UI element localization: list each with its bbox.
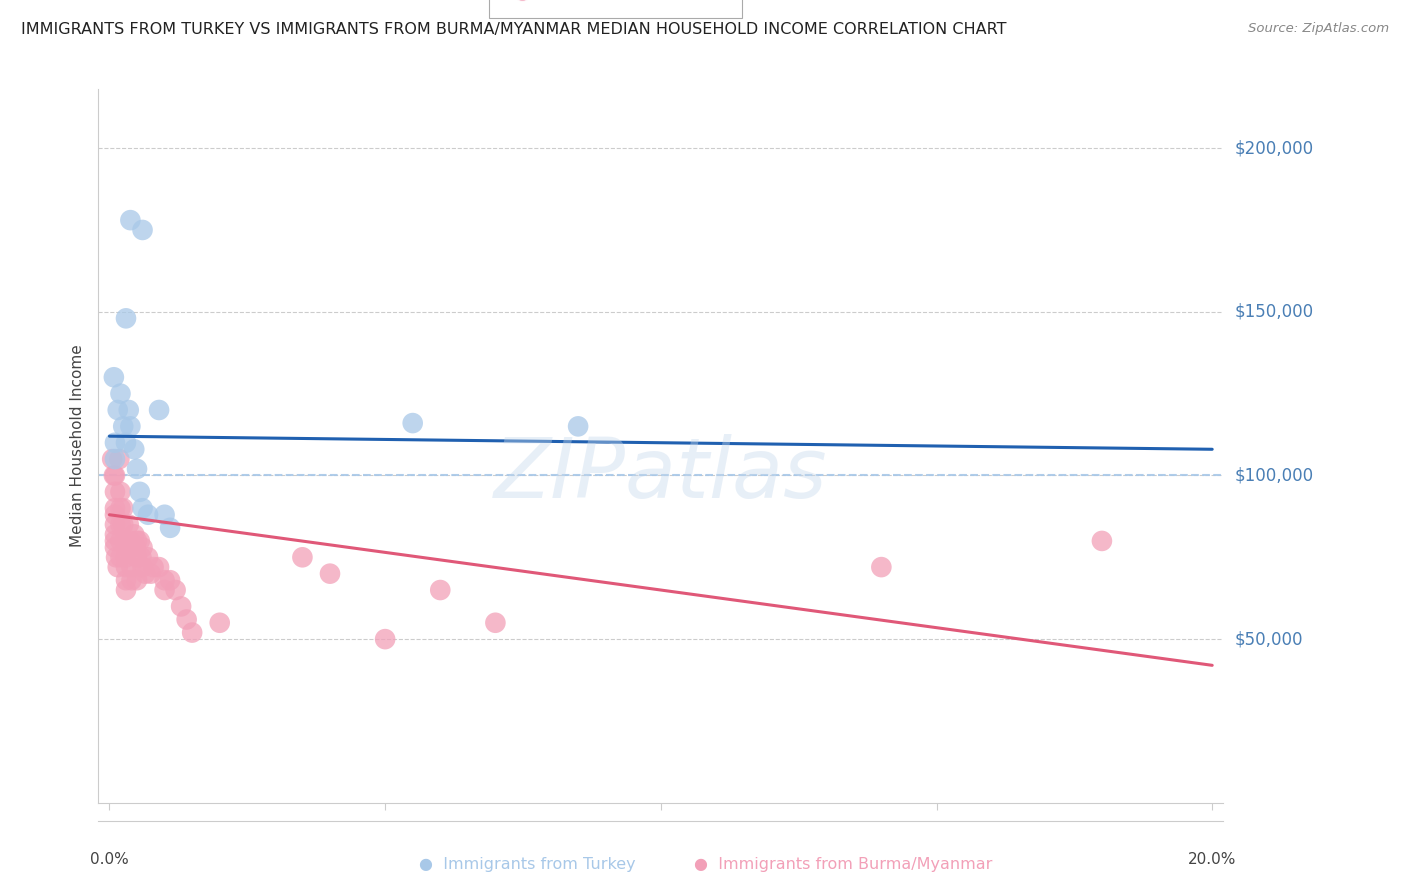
Point xyxy=(115,573,138,587)
Text: $150,000: $150,000 xyxy=(1234,302,1313,321)
Point xyxy=(115,311,138,326)
Point xyxy=(131,223,153,237)
Text: ZIPatlas: ZIPatlas xyxy=(494,434,828,515)
Point xyxy=(128,533,150,548)
Point xyxy=(159,521,181,535)
Point xyxy=(112,501,135,516)
Point xyxy=(170,599,193,614)
Point xyxy=(118,517,141,532)
Point xyxy=(122,442,145,457)
Point xyxy=(153,508,176,522)
Point xyxy=(181,625,204,640)
Point xyxy=(319,566,342,581)
Point xyxy=(112,517,135,532)
Point xyxy=(125,573,148,587)
Point xyxy=(122,527,145,541)
Text: Source: ZipAtlas.com: Source: ZipAtlas.com xyxy=(1249,22,1389,36)
Point xyxy=(110,550,132,565)
Point xyxy=(870,560,893,574)
Point xyxy=(208,615,231,630)
Point xyxy=(107,403,129,417)
Point xyxy=(125,541,148,555)
Point xyxy=(112,419,135,434)
Point xyxy=(128,484,150,499)
Text: IMMIGRANTS FROM TURKEY VS IMMIGRANTS FROM BURMA/MYANMAR MEDIAN HOUSEHOLD INCOME : IMMIGRANTS FROM TURKEY VS IMMIGRANTS FRO… xyxy=(21,22,1007,37)
Text: ●  Immigrants from Burma/Myanmar: ● Immigrants from Burma/Myanmar xyxy=(695,857,993,872)
Point xyxy=(125,550,148,565)
Point xyxy=(104,468,127,483)
Point xyxy=(429,582,451,597)
Point xyxy=(104,452,127,467)
Point xyxy=(148,560,170,574)
Point xyxy=(118,403,141,417)
Point xyxy=(104,533,127,548)
Text: $200,000: $200,000 xyxy=(1234,139,1313,157)
Point xyxy=(374,632,396,647)
Point xyxy=(148,403,170,417)
Point xyxy=(104,541,127,555)
Point xyxy=(104,484,127,499)
Point xyxy=(136,508,159,522)
Point xyxy=(110,517,132,532)
Point xyxy=(131,550,153,565)
Point xyxy=(153,582,176,597)
Point xyxy=(136,550,159,565)
Point xyxy=(108,452,131,467)
Point xyxy=(104,527,127,541)
Point xyxy=(121,560,143,574)
Point xyxy=(121,573,143,587)
Point xyxy=(115,560,138,574)
Point xyxy=(101,452,124,467)
Point xyxy=(105,550,128,565)
Point xyxy=(153,573,176,587)
Text: $100,000: $100,000 xyxy=(1234,467,1313,484)
Point xyxy=(121,541,143,555)
Point xyxy=(104,435,127,450)
Point xyxy=(134,566,156,581)
Point xyxy=(176,612,198,626)
Point xyxy=(104,508,127,522)
Point xyxy=(115,435,138,450)
Point xyxy=(159,573,181,587)
Point xyxy=(110,533,132,548)
Point xyxy=(131,501,153,516)
Text: ●  Immigrants from Turkey: ● Immigrants from Turkey xyxy=(419,857,636,872)
Point xyxy=(165,582,187,597)
Point xyxy=(567,419,589,434)
Y-axis label: Median Household Income: Median Household Income xyxy=(69,344,84,548)
Point xyxy=(107,560,129,574)
Point xyxy=(103,370,125,384)
Point xyxy=(402,416,425,430)
Point xyxy=(120,419,142,434)
Text: 20.0%: 20.0% xyxy=(1188,852,1236,867)
Point xyxy=(142,560,165,574)
Point xyxy=(1091,533,1114,548)
Point xyxy=(104,501,127,516)
Point xyxy=(115,541,138,555)
Point xyxy=(120,533,142,548)
Point xyxy=(104,517,127,532)
Legend: R = -0.038   N =  19, R = -0.365   N =  60: R = -0.038 N = 19, R = -0.365 N = 60 xyxy=(489,0,742,18)
Point xyxy=(115,550,138,565)
Text: 0.0%: 0.0% xyxy=(90,852,129,867)
Point xyxy=(131,541,153,555)
Point xyxy=(125,533,148,548)
Point xyxy=(125,462,148,476)
Point xyxy=(484,615,506,630)
Point xyxy=(103,468,125,483)
Point xyxy=(131,560,153,574)
Point xyxy=(120,213,142,227)
Point xyxy=(139,566,162,581)
Point xyxy=(291,550,314,565)
Point xyxy=(114,533,136,548)
Point xyxy=(115,582,138,597)
Point xyxy=(110,386,132,401)
Point xyxy=(110,501,132,516)
Text: $50,000: $50,000 xyxy=(1234,630,1303,648)
Point xyxy=(110,484,132,499)
